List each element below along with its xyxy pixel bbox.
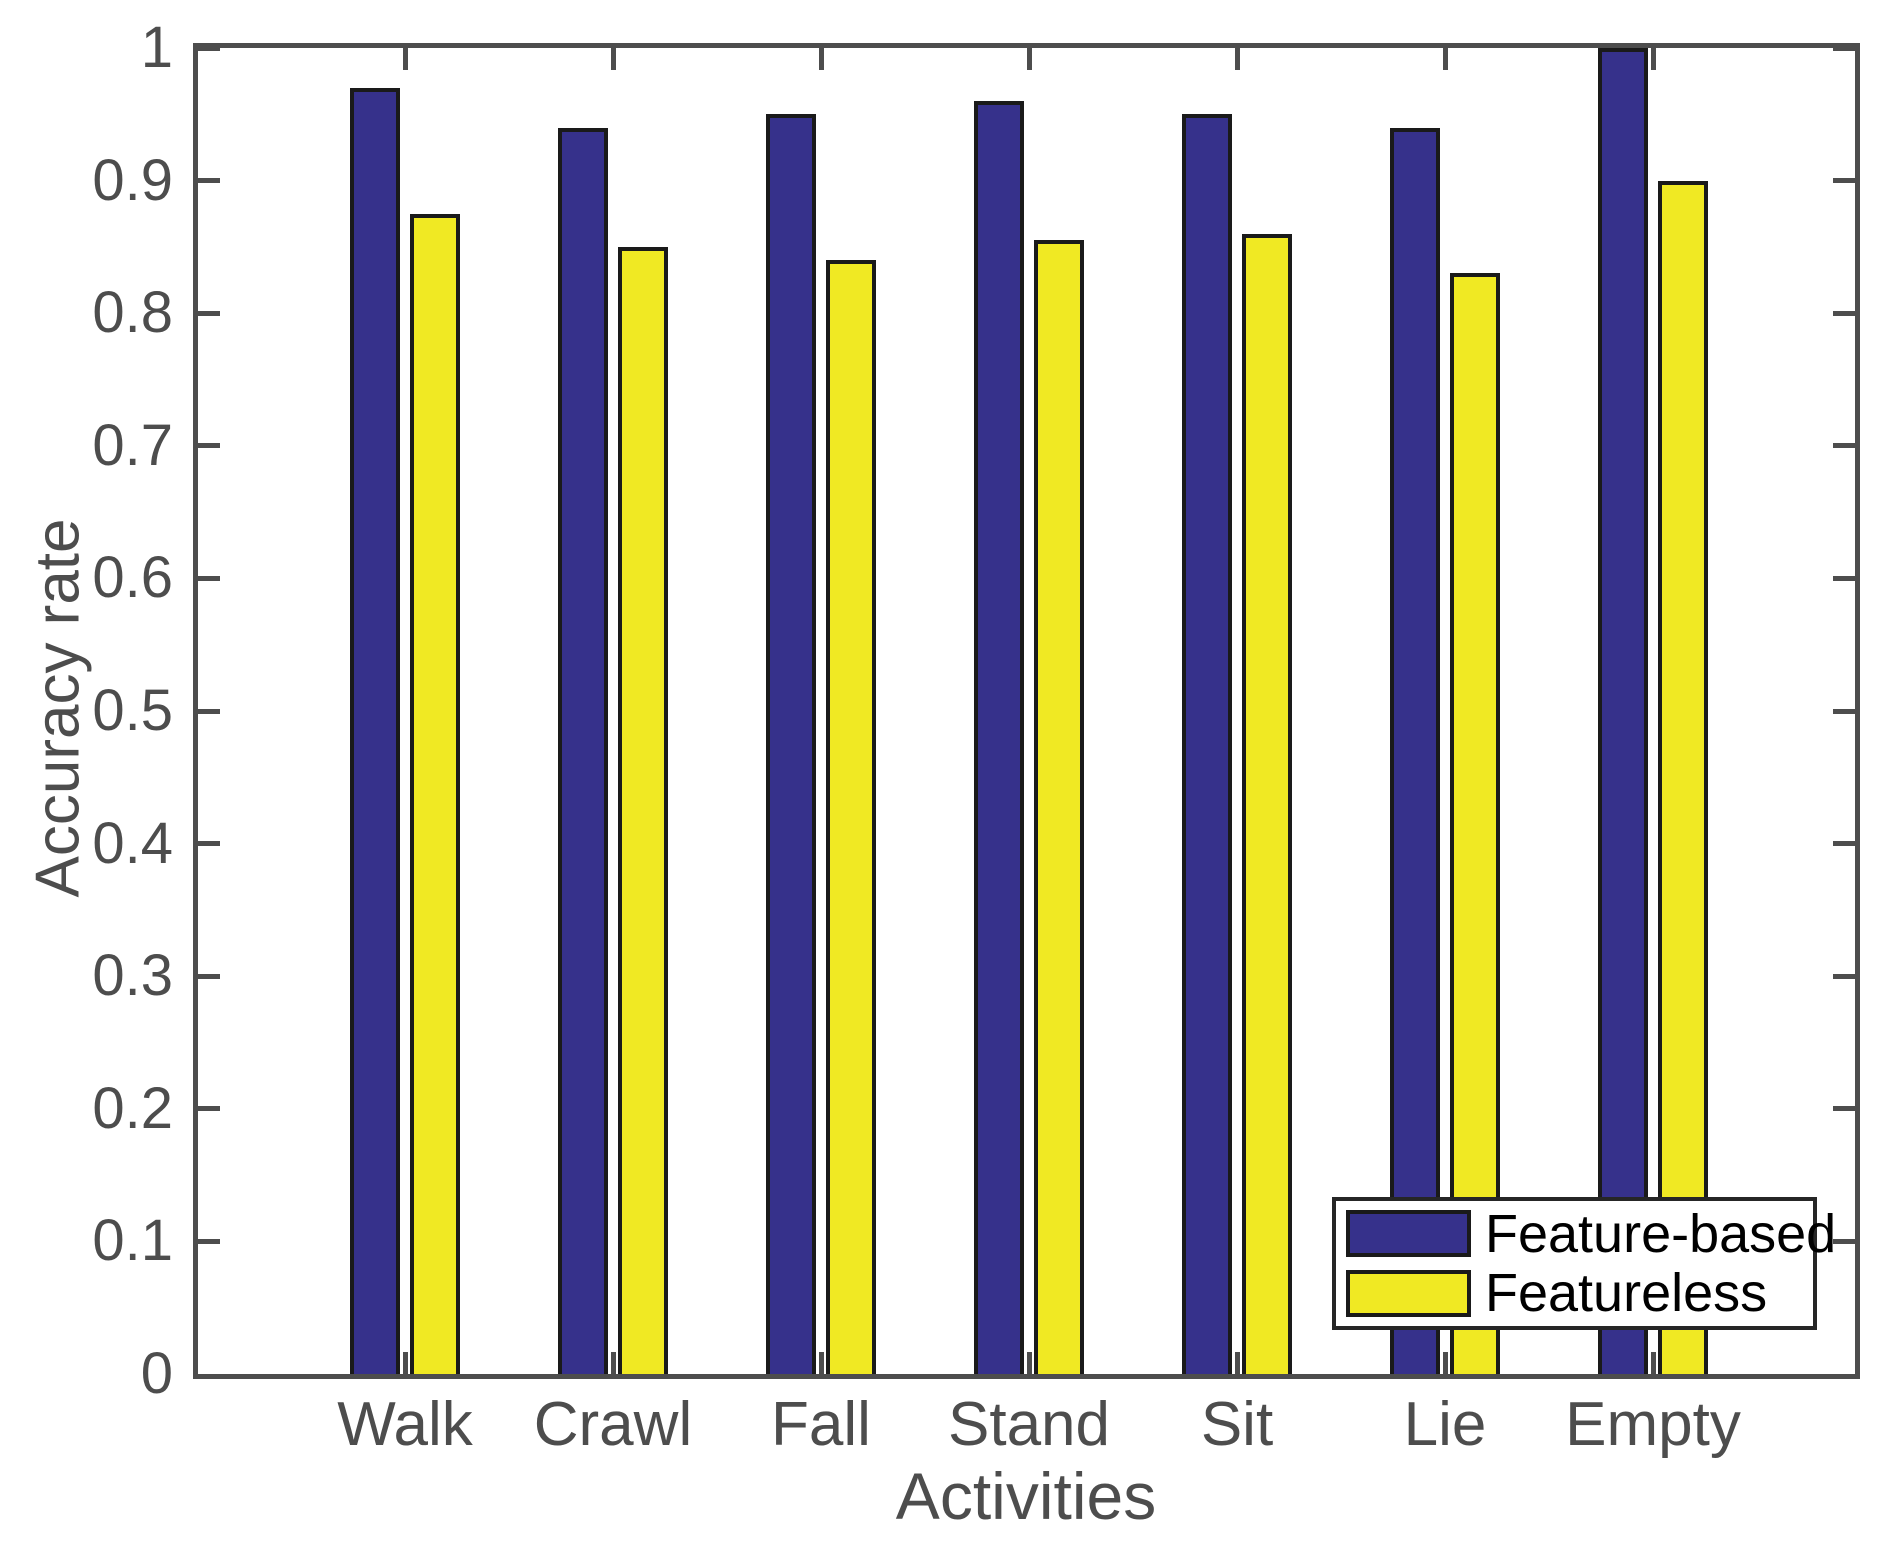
x-tick-bottom [402,1352,408,1374]
bar-featureless-lie [1450,273,1500,1374]
y-tick-left [198,310,220,316]
legend: Feature-based Featureless [1332,1197,1836,1330]
legend-swatch-feature-based [1346,1210,1471,1258]
x-tick-top [1234,48,1240,70]
x-tick-top [1650,48,1656,70]
y-tick-right [1833,973,1855,979]
bar-feature-based-stand [974,101,1024,1374]
y-tick-label: 0.5 [92,678,173,743]
x-tick-top [1026,48,1032,70]
x-tick-top [1442,48,1448,70]
bar-featureless-empty [1658,181,1708,1374]
x-axis-label: Activities [895,1459,1157,1533]
x-category-label: Empty [1565,1390,1741,1459]
bar-featureless-walk [410,214,460,1374]
x-tick-bottom [1442,1352,1448,1374]
legend-label: Feature-based [1485,1203,1837,1264]
y-tick-right [1833,1106,1855,1112]
x-tick-bottom [1650,1352,1656,1374]
bar-feature-based-crawl [558,128,608,1374]
y-tick-label: 0.6 [92,545,173,611]
y-tick-right [1833,1238,1855,1244]
x-category-label: Stand [947,1390,1111,1459]
y-tick-right [1833,178,1855,184]
x-category-label: Fall [771,1390,871,1459]
x-tick-bottom [610,1352,616,1374]
y-tick-right [1833,443,1855,449]
y-tick-left [198,708,220,714]
x-category-label: Sit [1200,1390,1274,1459]
bar-feature-based-lie [1390,128,1440,1374]
x-category-label: Walk [337,1390,473,1459]
y-tick-label: 0.2 [92,1075,173,1141]
y-tick-left [198,1106,220,1112]
legend-entry-feature-based: Feature-based [1346,1207,1836,1261]
legend-swatch-featureless [1346,1269,1471,1317]
x-tick-top [402,48,408,70]
bar-feature-based-fall [766,114,816,1374]
y-tick-left [198,45,220,51]
bar-feature-based-sit [1182,114,1232,1374]
y-tick-left [198,178,220,184]
legend-label: Featureless [1485,1263,1768,1324]
y-tick-right [1833,45,1855,51]
y-tick-right [1833,310,1855,316]
bar-feature-based-empty [1598,48,1648,1374]
y-tick-label: 0.3 [92,943,173,1009]
y-tick-left [198,973,220,979]
y-tick-label: 0.9 [92,147,173,213]
y-tick-left [198,841,220,847]
y-tick-label: 0.1 [92,1208,173,1274]
y-tick-left [198,443,220,449]
x-tick-bottom [818,1352,824,1374]
bar-featureless-stand [1034,240,1084,1374]
plot-area [193,43,1860,1379]
y-tick-right [1833,708,1855,714]
y-tick-label: 0 [140,1341,173,1406]
y-tick-label: 0.8 [92,280,173,346]
x-category-label: Crawl [533,1390,693,1459]
x-category-label: Lie [1403,1390,1487,1459]
bar-feature-based-walk [350,88,400,1374]
legend-entry-featureless: Featureless [1346,1266,1813,1320]
x-tick-bottom [1026,1352,1032,1374]
y-tick-right [1833,841,1855,847]
y-tick-left [198,575,220,581]
y-tick-left [198,1238,220,1244]
y-tick-label: 1 [140,15,173,80]
y-tick-label: 0.4 [92,810,173,876]
bar-featureless-sit [1242,234,1292,1374]
x-tick-top [610,48,616,70]
bar-featureless-crawl [618,247,668,1374]
x-tick-bottom [1234,1352,1240,1374]
y-tick-right [1833,575,1855,581]
x-tick-top [818,48,824,70]
bar-featureless-fall [826,260,876,1374]
y-tick-label: 0.7 [92,412,173,478]
